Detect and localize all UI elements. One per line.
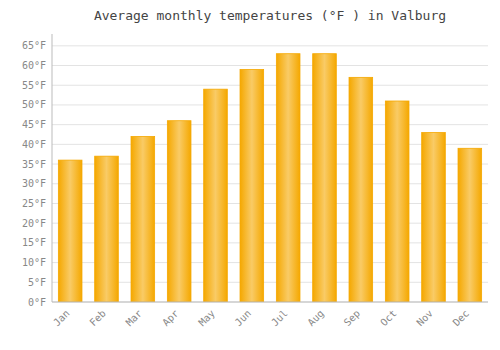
y-tick-label: 60°F	[22, 60, 46, 71]
y-tick-label: 35°F	[22, 159, 46, 170]
bar	[167, 121, 191, 302]
y-tick-label: 50°F	[22, 99, 46, 110]
grid	[52, 46, 488, 302]
x-tick-label: Apr	[160, 308, 181, 329]
bar	[276, 54, 300, 302]
bar	[385, 101, 409, 302]
chart: Average monthly temperatures (°F ) in Va…	[0, 0, 500, 350]
bar	[95, 156, 119, 302]
bar	[349, 77, 373, 302]
y-tick-label: 15°F	[22, 237, 46, 248]
y-tick-label: 5°F	[28, 277, 46, 288]
y-tick-label: 0°F	[28, 297, 46, 308]
x-axis-line	[52, 302, 488, 303]
x-tick-label: May	[196, 308, 217, 329]
y-tick-label: 55°F	[22, 80, 46, 91]
y-tick-label: 20°F	[22, 218, 46, 229]
grid-line	[52, 65, 488, 66]
y-tick-label: 45°F	[22, 119, 46, 130]
bar	[204, 89, 228, 302]
grid-line	[52, 104, 488, 105]
x-tick-label: Aug	[305, 308, 326, 329]
bar	[58, 160, 82, 302]
title: Average monthly temperatures (°F ) in Va…	[94, 8, 446, 23]
y-tick-label: 10°F	[22, 257, 46, 268]
grid-line	[52, 124, 488, 125]
grid-line	[52, 85, 488, 86]
x-tick-label: Jun	[233, 308, 254, 329]
y-tick-label: 25°F	[22, 198, 46, 209]
x-tick-label: Feb	[87, 308, 108, 329]
y-axis-line	[52, 34, 53, 302]
grid-line	[52, 45, 488, 46]
grid-line	[52, 302, 488, 303]
bar	[240, 69, 264, 302]
bar	[131, 136, 155, 302]
x-tick-label: Mar	[124, 308, 145, 329]
x-tick-label: Oct	[378, 308, 399, 329]
bar	[422, 133, 446, 302]
x-tick-label: Dec	[451, 308, 472, 329]
x-tick-label: Nov	[414, 308, 435, 329]
x-tick-label: Sep	[342, 308, 363, 329]
x-tick-label: Jul	[269, 308, 290, 329]
y-tick-label: 65°F	[22, 40, 46, 51]
bar	[458, 148, 482, 302]
bar	[313, 54, 337, 302]
bars	[58, 54, 481, 302]
y-tick-label: 40°F	[22, 139, 46, 150]
x-tick-label: Jan	[51, 308, 72, 329]
y-tick-label: 30°F	[22, 178, 46, 189]
